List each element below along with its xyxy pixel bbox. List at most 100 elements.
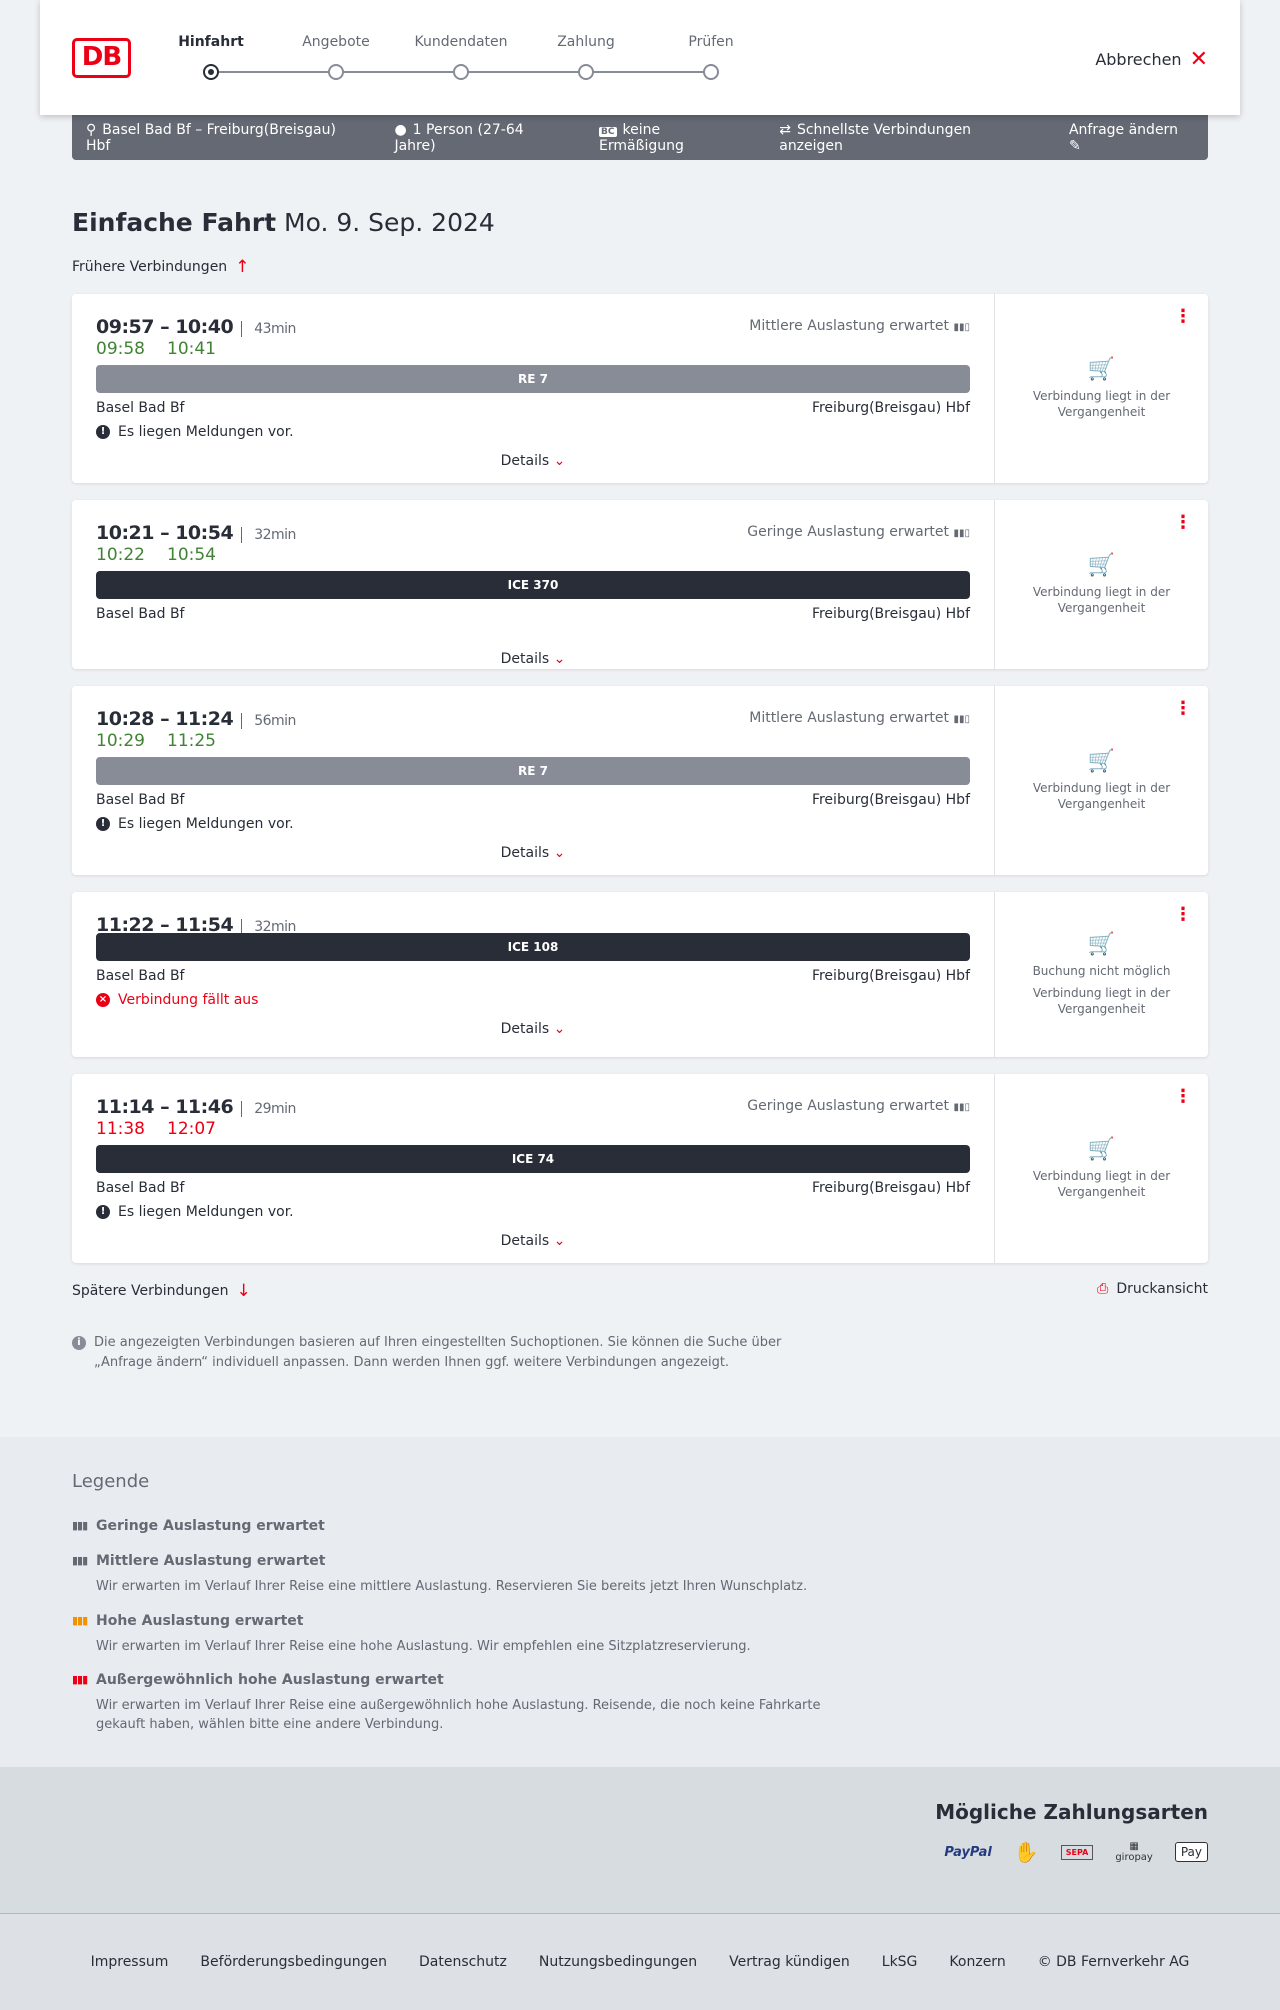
more-options-icon[interactable]: ⋮ xyxy=(1174,512,1192,533)
occupancy-level-icon: ▮▮▮ xyxy=(72,1519,88,1532)
train-bar[interactable]: ICE 108 xyxy=(96,933,970,961)
later-connections-link[interactable]: Spätere Verbindungen ↓ xyxy=(72,1281,251,1301)
realtime-departure: 11:38 xyxy=(96,1119,145,1139)
earlier-connections-link[interactable]: Frühere Verbindungen ↑ xyxy=(72,257,249,277)
realtime-departure: 10:22 xyxy=(96,545,145,565)
step-indicator[interactable] xyxy=(578,64,594,80)
info-icon: i xyxy=(72,1336,86,1350)
more-options-icon[interactable]: ⋮ xyxy=(1174,904,1192,925)
occupancy-label: Geringe Auslastung erwartet xyxy=(747,1098,950,1114)
step-label-1: Angebote xyxy=(302,34,370,50)
notice: ! Es liegen Meldungen vor. xyxy=(96,816,294,832)
step-indicator[interactable] xyxy=(703,64,719,80)
details-toggle[interactable]: Details ⌄ xyxy=(96,1021,970,1037)
occupancy-icon: ▮▮▯ xyxy=(953,1102,970,1113)
details-label: Details xyxy=(500,453,550,469)
occupancy: Geringe Auslastung erwartet ▮▮▯ xyxy=(747,1098,970,1114)
booking-status: Verbindung liegt in der Vergangenheit xyxy=(1032,585,1171,615)
step-label-2: Kundendaten xyxy=(414,34,508,50)
connection-card[interactable]: 11:22 – 11:54 32min ICE 108 Basel Bad Bf Fre… xyxy=(72,892,1208,1057)
chevron-down-icon: ⌄ xyxy=(553,1021,566,1037)
more-options-icon[interactable]: ⋮ xyxy=(1174,1086,1192,1107)
realtime-arrival: 10:41 xyxy=(167,339,216,359)
train-bar[interactable]: RE 7 xyxy=(96,757,970,785)
footer-link[interactable]: Vertrag kündigen xyxy=(729,1954,850,1970)
footer-link[interactable]: Beförderungsbedingungen xyxy=(200,1954,387,1970)
booking-status: Verbindung liegt in der Vergangenheit xyxy=(1032,389,1171,419)
chevron-down-icon: ⌄ xyxy=(553,845,566,861)
legend-item: ▮▮▮ Außergewöhnlich hohe Auslastung erwar… xyxy=(72,1672,872,1734)
step-indicator[interactable] xyxy=(328,64,344,80)
more-options-icon[interactable]: ⋮ xyxy=(1174,698,1192,719)
notice-text: Es liegen Meldungen vor. xyxy=(118,424,294,440)
occupancy-level-icon: ▮▮▮ xyxy=(72,1554,88,1567)
discount-text: keine Ermäßigung xyxy=(599,121,684,154)
payment-section: Mögliche Zahlungsarten PayPal ✋ SEPA ▦ gi… xyxy=(0,1767,1280,1913)
details-label: Details xyxy=(500,651,550,667)
connection-card[interactable]: 09:57 – 10:40 43min Mittlere Auslastung er… xyxy=(72,294,1208,483)
train-bar[interactable]: RE 7 xyxy=(96,365,970,393)
location-pin-icon: ⚲ xyxy=(86,121,97,138)
details-toggle[interactable]: Details ⌄ xyxy=(96,845,970,861)
edit-search-button[interactable]: Anfrage ändern ✎ xyxy=(1069,122,1194,154)
printer-icon: ⎙ xyxy=(1097,1281,1109,1297)
cart-disabled-icon: 🛒 xyxy=(1087,357,1116,382)
footer-link[interactable]: Datenschutz xyxy=(418,1954,507,1970)
footer-link[interactable]: Nutzungsbedingungen xyxy=(538,1954,698,1970)
duration: 56min xyxy=(241,713,296,729)
connection-card[interactable]: 10:28 – 11:24 56min Mittlere Auslastung er… xyxy=(72,686,1208,875)
realtime-arrival: 12:07 xyxy=(167,1119,216,1139)
realtime-times: 10:22 10:54 xyxy=(96,545,238,565)
print-view-link[interactable]: ⎙ Druckansicht xyxy=(1097,1281,1208,1297)
option-summary: ⇄ Schnellste Verbindungen anzeigen xyxy=(779,122,1039,154)
arrival-station: Freiburg(Breisgau) Hbf xyxy=(811,400,970,416)
step-indicator[interactable] xyxy=(453,64,469,80)
info-text: Die angezeigten Verbindungen basieren au… xyxy=(94,1335,782,1370)
details-toggle[interactable]: Details ⌄ xyxy=(96,453,970,469)
details-label: Details xyxy=(500,845,550,861)
route-summary: ⚲ Basel Bad Bf – Freiburg(Breisgau) Hbf xyxy=(86,122,364,154)
realtime-times: 09:58 10:41 xyxy=(96,339,238,359)
details-toggle[interactable]: Details ⌄ xyxy=(96,651,970,667)
duration: 32min xyxy=(241,919,296,935)
db-logo[interactable]: DB xyxy=(72,38,131,78)
notice-text: Es liegen Meldungen vor. xyxy=(118,816,294,832)
details-label: Details xyxy=(500,1021,550,1037)
notice: ! Es liegen Meldungen vor. xyxy=(96,424,294,440)
step-indicator[interactable] xyxy=(203,64,219,80)
duration: 29min xyxy=(241,1101,296,1117)
details-toggle[interactable]: Details ⌄ xyxy=(96,1233,970,1249)
search-summary-bar: ⚲ Basel Bad Bf – Freiburg(Breisgau) Hbf ●… xyxy=(72,115,1208,160)
footer-link[interactable]: Impressum xyxy=(90,1954,169,1970)
realtime-departure: 10:29 xyxy=(96,731,145,751)
exclamation-icon: ! xyxy=(96,817,110,831)
train-bar[interactable]: ICE 370 xyxy=(96,571,970,599)
cancel-button[interactable]: Abbrechen ✕ xyxy=(1095,47,1208,72)
legend-section: Legende ▮▮▮ Geringe Auslastung erwartet ▮▮… xyxy=(0,1437,1280,1767)
arrival-station: Freiburg(Breisgau) Hbf xyxy=(811,606,970,622)
person-icon: ● xyxy=(394,121,407,138)
chevron-down-icon: ⌄ xyxy=(553,651,566,667)
info-note: i Die angezeigten Verbindungen basieren … xyxy=(72,1333,842,1373)
planned-times: 09:57 – 10:40 xyxy=(96,316,234,338)
connection-card[interactable]: 11:14 – 11:46 29min Geringe Auslastung erw… xyxy=(72,1074,1208,1263)
train-bar[interactable]: ICE 74 xyxy=(96,1145,970,1173)
step-label-4: Prüfen xyxy=(688,34,734,50)
connection-card[interactable]: 10:21 – 10:54 32min Geringe Auslastung erw… xyxy=(72,500,1208,669)
footer: Impressum Beförderungsbedingungen Datensch… xyxy=(0,1913,1280,2010)
arrow-down-icon: ↓ xyxy=(236,1281,251,1301)
booking-status: Verbindung liegt in der Vergangenheit xyxy=(1032,781,1171,811)
cart-disabled-icon: 🛒 xyxy=(1087,553,1116,578)
more-options-icon[interactable]: ⋮ xyxy=(1174,306,1192,327)
exclamation-icon: ! xyxy=(96,1205,110,1219)
bahncard-icon: BC xyxy=(599,126,617,137)
duration: 32min xyxy=(241,527,296,543)
legend-text: Wir erwarten im Verlauf Ihrer Reise eine… xyxy=(96,1698,821,1732)
legend-item: ▮▮▮ Hohe Auslastung erwartet Wir erwarten … xyxy=(72,1613,872,1656)
footer-link[interactable]: Konzern xyxy=(949,1954,1006,1970)
occupancy-icon: ▮▮▯ xyxy=(953,322,970,333)
legend-item: ▮▮▮ Mittlere Auslastung erwartet Wir erwar… xyxy=(72,1553,872,1596)
footer-link[interactable]: LkSG xyxy=(881,1954,918,1970)
duration: 43min xyxy=(241,321,296,337)
planned-times: 10:28 – 11:24 xyxy=(96,708,234,730)
